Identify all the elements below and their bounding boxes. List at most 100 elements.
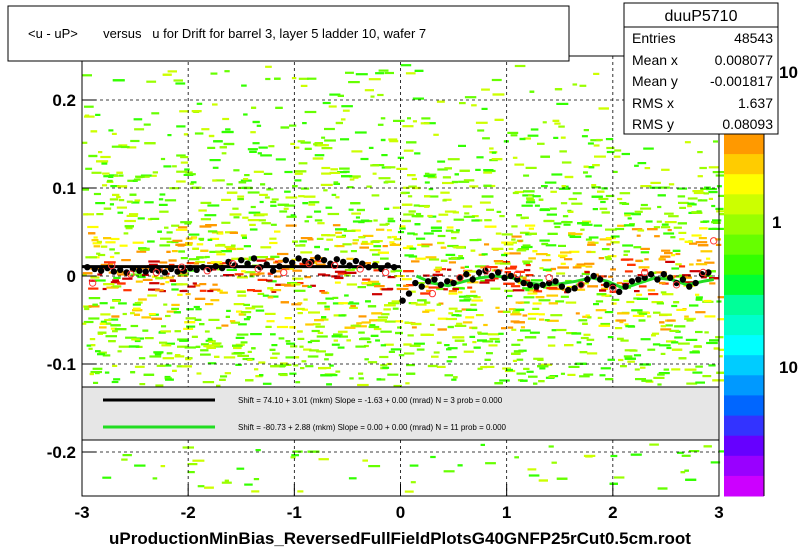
density-cell [284, 190, 291, 193]
density-cell [317, 222, 325, 225]
density-cell [236, 247, 244, 250]
density-cell [457, 464, 463, 467]
density-cell [496, 210, 502, 213]
density-cell [176, 125, 186, 128]
density-cell [673, 226, 682, 229]
density-cell [378, 177, 391, 180]
density-cell [351, 150, 363, 153]
density-cell [177, 293, 183, 296]
density-cell [545, 244, 557, 247]
density-cell [132, 309, 143, 312]
density-cell [291, 303, 301, 306]
density-cell [706, 341, 718, 345]
density-cell [273, 275, 281, 278]
density-cell [446, 226, 454, 229]
density-cell [141, 175, 150, 178]
density-cell [471, 219, 480, 222]
density-cell [221, 324, 229, 327]
density-cell [425, 256, 437, 259]
density-cell [677, 195, 686, 198]
density-cell [381, 154, 388, 157]
density-cell [241, 84, 247, 87]
density-cell [525, 166, 537, 169]
density-cell [619, 202, 627, 205]
density-cell [129, 193, 137, 196]
black-data-point [276, 263, 283, 270]
density-cell [414, 223, 421, 226]
density-cell [184, 168, 190, 171]
density-cell [515, 308, 525, 311]
density-cell [269, 348, 276, 351]
density-cell [265, 77, 271, 81]
density-cell [113, 276, 121, 279]
density-cell [664, 252, 673, 255]
density-cell [699, 199, 708, 202]
density-cell [586, 250, 592, 253]
density-cell [251, 347, 256, 350]
density-cell [436, 100, 445, 103]
density-cell [636, 234, 641, 237]
density-cell [289, 326, 296, 329]
density-cell [275, 106, 283, 109]
density-cell [382, 366, 390, 369]
density-cell [436, 341, 442, 344]
density-cell [508, 308, 516, 311]
density-cell [718, 213, 728, 216]
black-data-point [384, 262, 391, 269]
density-cell [217, 268, 222, 271]
density-cell [126, 200, 133, 203]
density-cell [464, 96, 477, 99]
density-cell [344, 268, 355, 272]
density-cell [538, 299, 551, 302]
density-cell [512, 311, 520, 314]
density-cell [683, 281, 693, 284]
density-cell [280, 283, 292, 286]
density-cell [112, 193, 120, 196]
density-cell [285, 196, 298, 199]
density-cell [634, 210, 643, 213]
density-cell [207, 146, 216, 149]
density-cell [572, 83, 578, 86]
density-cell [373, 245, 382, 248]
density-cell [331, 193, 337, 196]
density-cell [712, 379, 724, 382]
density-cell [204, 486, 214, 489]
density-cell [387, 220, 396, 223]
density-cell [178, 273, 189, 276]
density-cell [278, 337, 285, 340]
density-cell [558, 244, 566, 247]
density-cell [97, 331, 107, 334]
density-cell [459, 102, 466, 105]
density-cell [491, 78, 502, 82]
colorbar-segment [724, 214, 764, 235]
density-cell [538, 313, 545, 316]
density-cell [302, 284, 309, 288]
density-cell [111, 145, 123, 148]
density-cell [501, 253, 508, 257]
density-cell [193, 262, 199, 265]
density-cell [275, 283, 286, 286]
density-cell [274, 270, 282, 273]
density-cell [166, 250, 171, 253]
density-cell [436, 220, 442, 223]
density-cell [345, 71, 354, 74]
colorbar-segment [724, 375, 764, 396]
density-cell [142, 329, 149, 332]
density-cell [320, 318, 329, 321]
density-cell [530, 128, 539, 131]
density-cell [110, 306, 115, 309]
density-cell [105, 335, 117, 338]
density-cell [193, 284, 201, 287]
density-cell [244, 483, 253, 486]
density-cell [241, 270, 246, 273]
density-cell [324, 308, 330, 311]
density-cell [604, 256, 611, 259]
density-cell [105, 241, 116, 244]
density-cell [361, 282, 372, 285]
density-cell [134, 313, 140, 316]
density-cell [325, 297, 334, 300]
density-cell [580, 336, 589, 340]
density-cell [620, 365, 627, 368]
density-cell [262, 294, 269, 297]
density-cell [471, 104, 477, 107]
